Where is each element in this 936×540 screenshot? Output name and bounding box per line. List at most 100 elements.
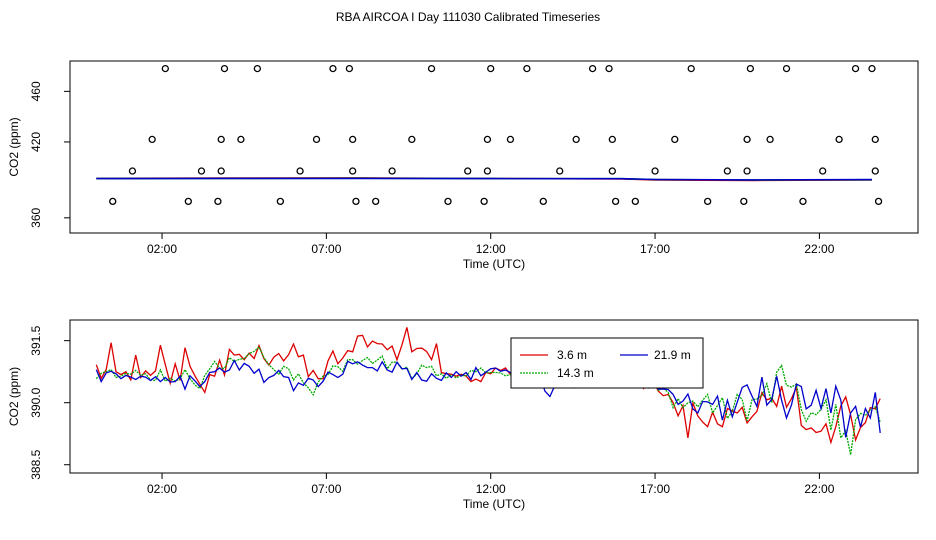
legend-box: [510, 337, 704, 389]
scatter-point: [109, 197, 117, 206]
scatter-point: [184, 197, 192, 206]
x-tick-label: 02:00: [147, 482, 177, 496]
top-x-axis: 02:00 07:00 12:00 17:00 22:00: [147, 233, 835, 256]
scatter-point: [743, 135, 751, 144]
top-x-axis-label: Time (UTC): [463, 257, 525, 271]
scatter-point: [743, 167, 751, 175]
scatter-point: [487, 64, 495, 73]
top-panel: 360 420 460 02:00 07:00 12:00 17:00 22:00 Time…: [7, 60, 919, 271]
scatter-point: [253, 64, 261, 73]
y-tick-label: 391.5: [29, 325, 43, 355]
legend-label-14-3m: 14.3 m: [557, 366, 594, 380]
scatter-point: [427, 64, 436, 73]
series-line-2: [95, 359, 881, 438]
chart-title: RBA AIRCOA I Day 111030 Calibrated Times…: [335, 10, 601, 24]
scatter-point: [349, 135, 357, 144]
scatter-point: [740, 197, 748, 206]
x-tick-label: 22:00: [804, 242, 834, 256]
bottom-panel: 388.5 390.0 391.5 02:00 07:00 12:00 17:00 22:0…: [7, 319, 919, 511]
scatter-point: [874, 197, 883, 206]
scatter-point: [799, 197, 807, 206]
legend: 3.6 m 21.9 m 14.3 m: [510, 337, 704, 389]
bottom-x-axis-label: Time (UTC): [463, 497, 525, 511]
scatter-point: [217, 167, 225, 175]
scatter-point: [766, 135, 774, 144]
scatter-point: [608, 135, 616, 144]
scatter-point: [220, 64, 229, 73]
bottom-series-lines: [95, 327, 881, 455]
scatter-point: [372, 197, 380, 206]
scatter-point: [161, 64, 169, 73]
scatter-point: [746, 64, 755, 73]
y-tick-label: 460: [29, 81, 43, 101]
y-tick-label: 390.0: [29, 387, 43, 417]
legend-label-21-9m: 21.9 m: [654, 348, 691, 362]
scatter-point: [588, 64, 597, 73]
scatter-point: [480, 197, 488, 206]
scatter-point: [128, 167, 137, 175]
bottom-y-axis: 388.5 390.0 391.5: [29, 325, 70, 480]
scatter-point: [276, 197, 285, 206]
bottom-y-axis-label: CO2 (ppm): [7, 367, 21, 426]
top-plot-frame: [69, 60, 919, 234]
scatter-point: [329, 64, 337, 73]
scatter-point: [671, 135, 679, 144]
scatter-point: [556, 167, 564, 175]
scatter-point: [217, 135, 225, 144]
scatter-point: [483, 167, 492, 175]
x-tick-label: 12:00: [476, 242, 506, 256]
scatter-point: [214, 197, 222, 206]
top-series-lines: [96, 177, 873, 182]
scatter-point: [148, 135, 156, 144]
scatter-point: [611, 197, 620, 206]
scatter-point: [388, 167, 396, 175]
bottom-plot-frame: [69, 319, 919, 474]
bottom-x-axis: 02:00 07:00 12:00 17:00 22:00: [147, 473, 835, 496]
scatter-point: [197, 167, 206, 175]
scatter-point: [539, 197, 547, 206]
scatter-point: [608, 167, 616, 175]
scatter-point: [352, 197, 360, 206]
series-line-1: [95, 345, 881, 455]
y-tick-label: 388.5: [29, 449, 43, 479]
scatter-point: [868, 64, 876, 73]
x-tick-label: 02:00: [147, 242, 177, 256]
y-tick-label: 420: [29, 132, 43, 152]
x-tick-label: 17:00: [640, 242, 670, 256]
scatter-point: [444, 197, 452, 206]
scatter-point: [237, 135, 245, 144]
scatter-point: [703, 197, 712, 206]
scatter-point: [483, 135, 492, 144]
scatter-point: [687, 64, 695, 73]
series-line-2: [96, 177, 873, 181]
y-tick-label: 360: [29, 207, 43, 227]
scatter-point: [523, 64, 531, 73]
scatter-point: [464, 167, 472, 175]
scatter-point: [819, 167, 827, 175]
scatter-point: [631, 197, 639, 206]
scatter-point: [651, 167, 659, 175]
scatter-point: [345, 64, 354, 73]
legend-label-3-6m: 3.6 m: [557, 348, 587, 362]
scatter-point: [572, 135, 580, 144]
x-tick-label: 07:00: [311, 242, 341, 256]
scatter-point: [605, 64, 613, 73]
scatter-point: [506, 135, 515, 144]
scatter-point: [835, 135, 843, 144]
x-tick-label: 12:00: [476, 482, 506, 496]
scatter-point: [871, 135, 879, 144]
scatter-point: [408, 135, 416, 144]
scatter-point: [782, 64, 791, 73]
scatter-point: [871, 167, 879, 175]
x-tick-label: 07:00: [311, 482, 341, 496]
scatter-point: [723, 167, 732, 175]
scatter-point: [296, 167, 304, 175]
scatter-point: [312, 135, 321, 144]
top-scatter-points: [109, 64, 883, 206]
top-y-axis: 360 420 460: [29, 81, 70, 228]
x-tick-label: 17:00: [640, 482, 670, 496]
x-tick-label: 22:00: [804, 482, 834, 496]
top-y-axis-label: CO2 (ppm): [7, 117, 21, 176]
scatter-point: [851, 64, 860, 73]
